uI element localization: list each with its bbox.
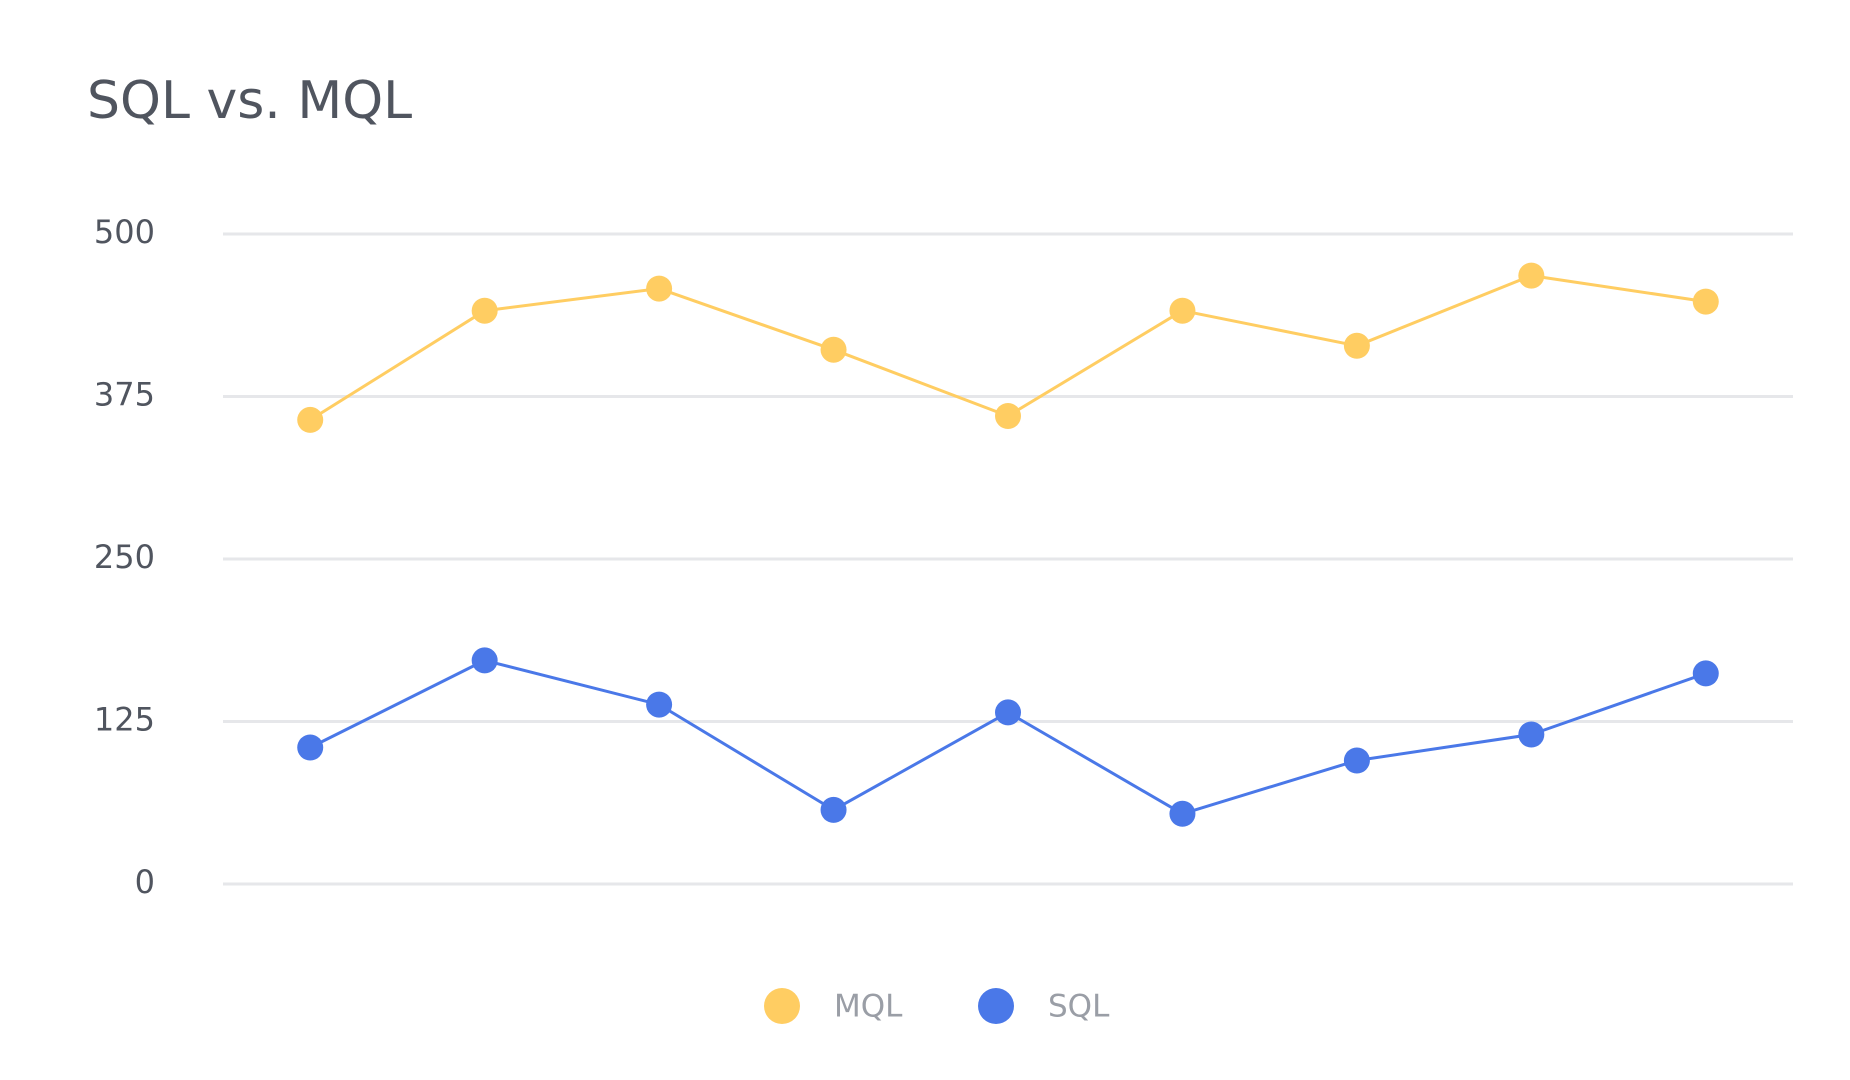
- data-point: [995, 699, 1021, 726]
- y-tick-label: 0: [135, 863, 155, 901]
- legend-label: SQL: [1048, 989, 1110, 1025]
- data-point: [646, 275, 673, 302]
- legend-marker: [978, 988, 1014, 1024]
- data-point: [1518, 721, 1545, 748]
- chart-title: SQL vs. MQL: [87, 71, 412, 131]
- data-point: [1343, 332, 1370, 359]
- legend-marker: [764, 988, 800, 1024]
- y-tick-label: 125: [94, 701, 155, 739]
- data-point: [1169, 297, 1196, 324]
- y-tick-label: 375: [94, 376, 155, 414]
- data-point: [820, 796, 847, 823]
- data-point: [297, 406, 324, 433]
- data-point: [1692, 660, 1719, 687]
- data-point: [471, 647, 498, 674]
- data-point: [995, 403, 1021, 429]
- legend-label: MQL: [834, 989, 903, 1025]
- data-point: [1343, 747, 1370, 774]
- data-point: [297, 734, 324, 761]
- data-point: [1692, 288, 1719, 315]
- y-tick-label: 250: [94, 538, 155, 576]
- data-point: [1518, 262, 1545, 289]
- y-tick-label: 500: [94, 213, 155, 251]
- data-point: [1169, 800, 1196, 827]
- series-line: [309, 274, 1707, 422]
- data-point: [471, 297, 498, 324]
- data-point: [820, 336, 847, 363]
- data-point: [646, 691, 673, 718]
- series-line: [309, 658, 1707, 816]
